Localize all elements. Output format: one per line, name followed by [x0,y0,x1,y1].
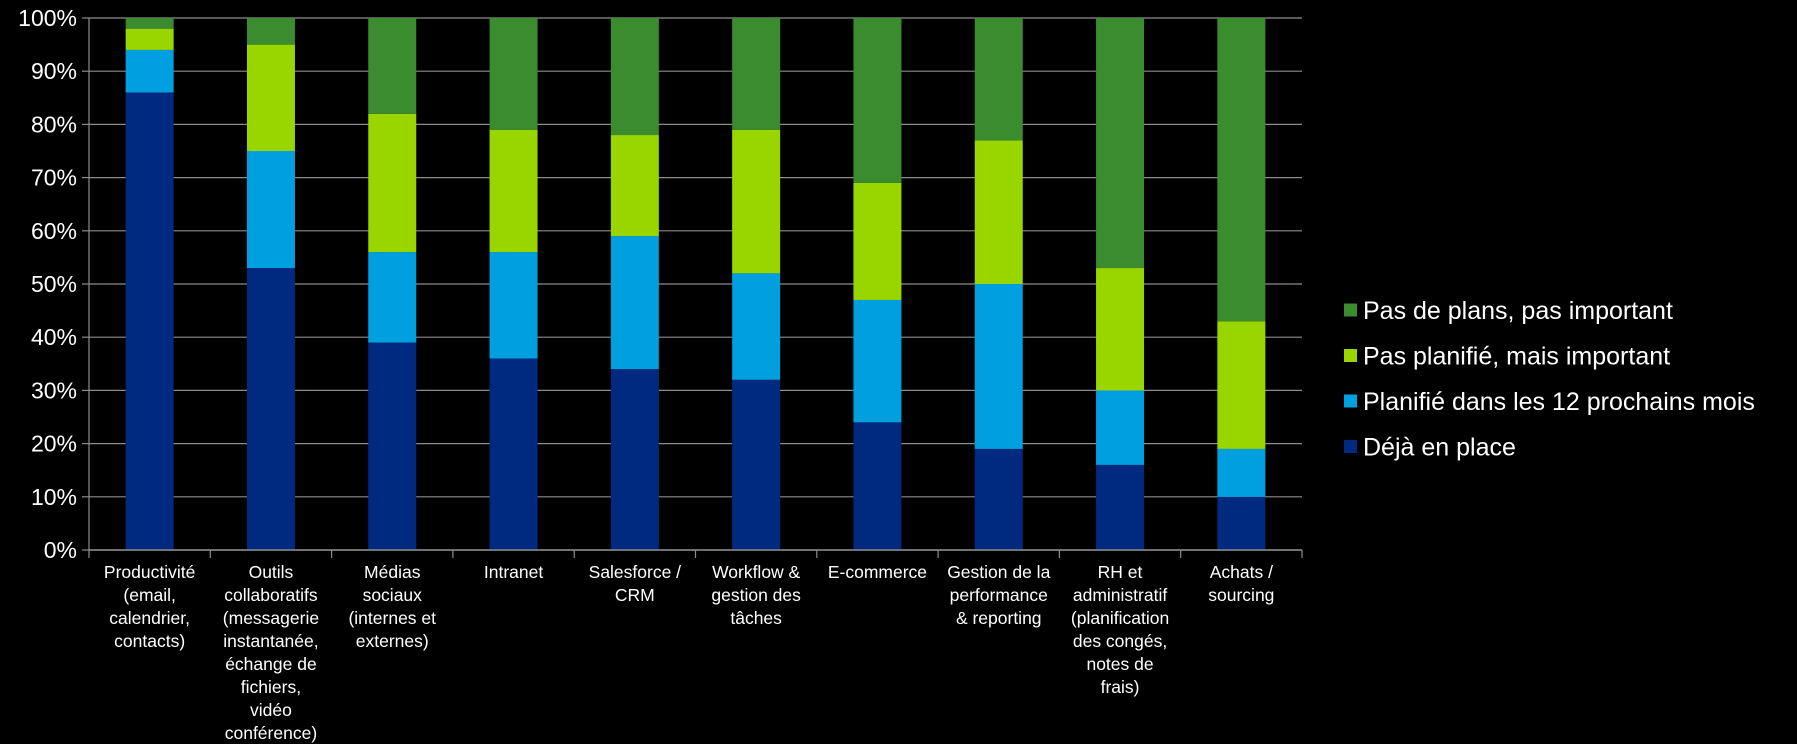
legend: Pas de plans, pas important Pas planifié,… [1344,297,1755,462]
x-category-label: Workflow & [712,562,800,582]
y-tick-label: 30% [31,377,77,403]
bar-segment [1096,268,1145,391]
x-category-label: RH et [1098,562,1143,582]
y-tick-label: 50% [31,271,77,297]
bar-segment [368,113,417,253]
bar-segment [1217,496,1266,550]
bar-segment [1217,321,1266,449]
x-category-label: instantanée, [223,631,318,651]
x-category-label: sociaux [363,585,423,605]
bar-segment [125,92,174,550]
bar-segment [974,284,1023,449]
x-category-label: conférence) [225,723,317,743]
bar-segment [489,129,538,253]
legend-swatch [1344,440,1357,453]
x-category-label: externes) [356,631,429,651]
y-tick-label: 80% [31,111,77,137]
bar-segment [368,18,417,114]
bar-segment [125,49,174,93]
bar-segment [732,379,781,550]
bar-segment [246,44,295,151]
legend-label: Pas planifié, mais important [1363,343,1670,371]
bar-segment [246,268,295,550]
y-tick-label: 60% [31,218,77,244]
y-tick-label: 70% [31,165,77,191]
bar-segment [974,140,1023,284]
bar-segment [732,129,781,274]
bar-segment [1096,390,1145,465]
bar-segment [368,252,417,343]
x-category-label: sourcing [1208,585,1274,605]
x-category-label: échange de [225,654,316,674]
bar-segment [125,18,174,29]
x-category-label: Médias [364,562,421,582]
y-tick-label: 20% [31,431,77,457]
y-tick-label: 90% [31,58,77,84]
bar-segment [489,18,538,130]
bar-segment [246,18,295,45]
legend-swatch [1344,303,1357,317]
bar-segment [853,299,902,423]
bar-segment [853,422,902,550]
x-category-label: Intranet [484,562,543,582]
x-category-label: gestion des [711,585,801,605]
x-category-label: performance [950,585,1048,605]
x-category-label: Salesforce / [589,562,682,582]
legend-label: Pas de plans, pas important [1363,297,1673,325]
x-category-label: contacts) [114,631,185,651]
bar-segment [368,342,417,550]
y-tick-label: 100% [18,5,77,31]
bar-segment [732,18,781,130]
x-category-label: Gestion de la [947,562,1050,582]
x-category-label: calendrier, [109,608,190,628]
legend-swatch [1344,394,1357,408]
bar-segment [853,18,902,183]
bar-segment [1217,18,1266,322]
legend-label: Déjà en place [1363,434,1516,462]
x-category-label: E-commerce [828,562,927,582]
bar-segment [974,18,1023,141]
x-category-label: administratif [1073,585,1167,605]
x-category-label: & reporting [956,608,1042,628]
y-tick-label: 40% [31,324,77,350]
legend-label: Planifié dans les 12 prochains mois [1363,388,1755,416]
x-category-label: vidéo [250,700,292,720]
x-category-label: (messagerie [223,608,319,628]
legend-swatch [1344,349,1357,362]
x-category-label: Achats / [1210,562,1273,582]
x-category-label: tâches [730,608,782,628]
x-category-label: CRM [615,585,655,605]
x-category-label: (planification [1071,608,1169,628]
bar-segment [610,135,659,237]
axes: 0% 10% 20% 30% 40% 50% 60% 70% 80% 90% 100% Product… [18,5,1303,743]
x-category-label: Outils [249,562,294,582]
bar-segment [489,252,538,359]
bar-segment [732,273,781,380]
bar-segment [125,28,174,50]
bar-segment [246,151,295,269]
x-category-label: collaboratifs [224,585,318,605]
x-category-label: Productivité [104,562,195,582]
bar-segment [610,236,659,370]
y-tick-label: 0% [44,537,77,563]
x-category-label: frais) [1101,677,1140,697]
bar-segment [489,358,538,550]
bar-segment [610,18,659,136]
bar-segment [974,448,1023,550]
bar-segment [1096,464,1145,550]
bar-segment [1217,448,1266,497]
bar-segment [1096,18,1145,269]
bar-segment [853,182,902,300]
bar-segment [610,369,659,550]
x-category-label: des congés, [1073,631,1167,651]
x-category-label: (internes et [348,608,436,628]
bars [125,18,1266,550]
x-category-label: notes de [1086,654,1153,674]
x-category-label: (email, [123,585,176,605]
y-tick-label: 10% [31,484,77,510]
x-category-label: fichiers, [241,677,301,697]
